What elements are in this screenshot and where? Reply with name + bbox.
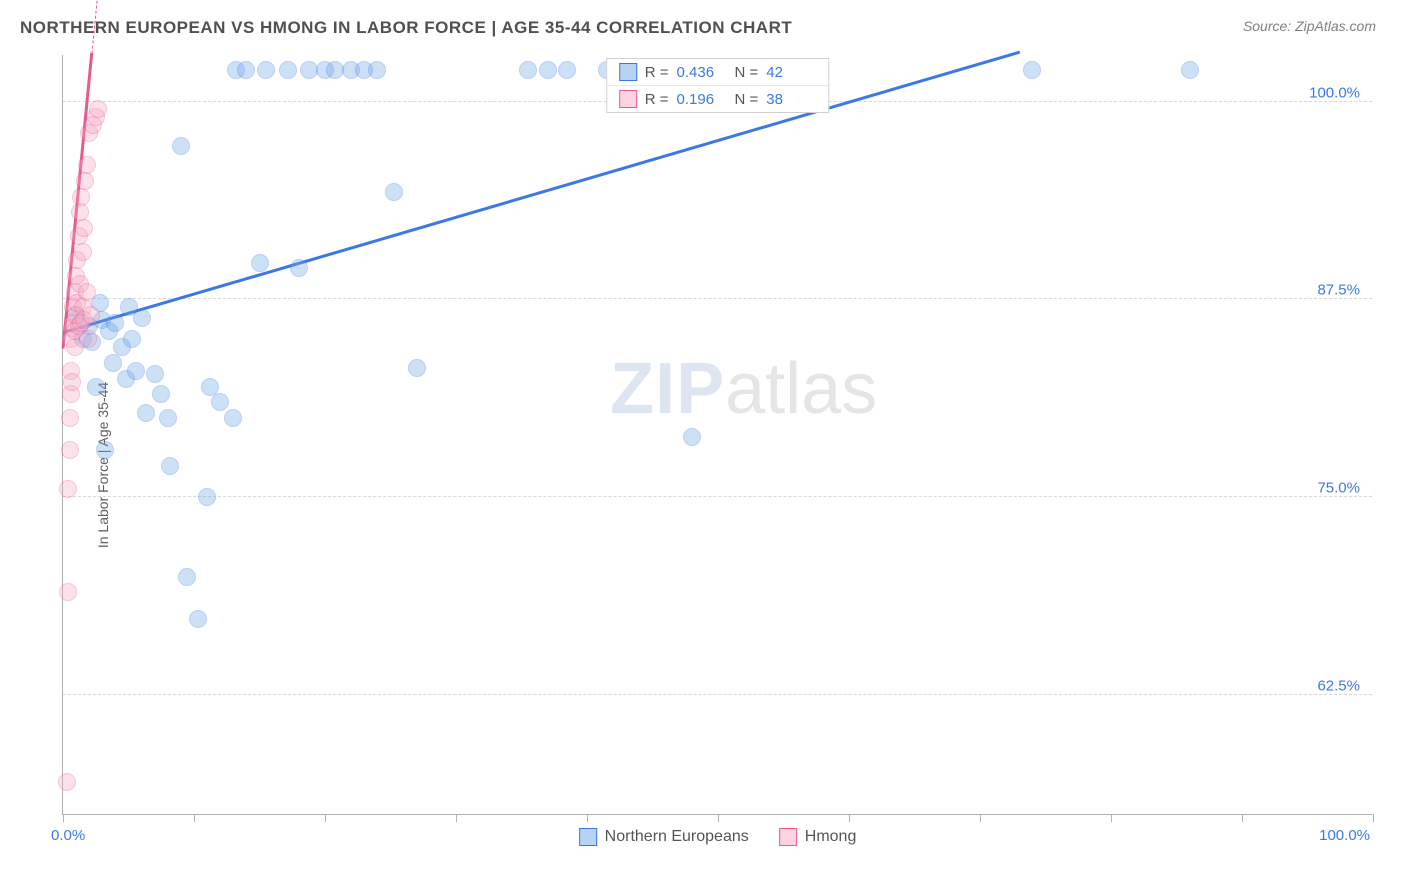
r-value-series2: 0.196 [677, 91, 727, 108]
data-point [189, 610, 207, 628]
data-point [558, 61, 576, 79]
y-tick-label: 87.5% [1317, 282, 1360, 299]
data-point [211, 393, 229, 411]
source-attribution: Source: ZipAtlas.com [1243, 18, 1376, 34]
y-tick-label: 62.5% [1317, 678, 1360, 695]
trend-line [63, 51, 1020, 334]
swatch-series1-bottom [579, 828, 597, 846]
data-point [74, 243, 92, 261]
y-tick-label: 100.0% [1309, 84, 1360, 101]
legend-label-series1: Northern Europeans [605, 828, 749, 846]
x-tick [456, 814, 457, 822]
data-point [89, 100, 107, 118]
data-point [75, 219, 93, 237]
data-point [72, 188, 90, 206]
legend-item-series2: Hmong [779, 828, 857, 846]
data-point [78, 156, 96, 174]
r-label: R = [645, 91, 669, 108]
r-value-series1: 0.436 [677, 64, 727, 81]
data-point [539, 61, 557, 79]
data-point [76, 172, 94, 190]
data-point [123, 330, 141, 348]
gridline [63, 298, 1372, 299]
data-point [385, 183, 403, 201]
data-point [161, 457, 179, 475]
data-point [96, 441, 114, 459]
data-point [1181, 61, 1199, 79]
data-point [237, 61, 255, 79]
data-point [257, 61, 275, 79]
r-label: R = [645, 64, 669, 81]
data-point [251, 254, 269, 272]
header: NORTHERN EUROPEAN VS HMONG IN LABOR FORC… [0, 0, 1406, 48]
data-point [58, 773, 76, 791]
legend-row-series2: R = 0.196 N = 38 [607, 85, 829, 112]
y-tick-label: 75.0% [1317, 480, 1360, 497]
x-tick [325, 814, 326, 822]
swatch-series1 [619, 63, 637, 81]
data-point [63, 373, 81, 391]
legend-label-series2: Hmong [805, 828, 857, 846]
gridline [63, 496, 1372, 497]
data-point [172, 137, 190, 155]
data-point [159, 409, 177, 427]
data-point [59, 480, 77, 498]
source-name: ZipAtlas.com [1295, 18, 1376, 34]
n-label: N = [735, 64, 759, 81]
x-tick [849, 814, 850, 822]
x-min-label: 0.0% [51, 827, 85, 844]
data-point [1023, 61, 1041, 79]
data-point [201, 378, 219, 396]
x-max-label: 100.0% [1319, 827, 1370, 844]
data-point [106, 314, 124, 332]
data-point [519, 61, 537, 79]
plot-area: ZIPatlas R = 0.436 N = 42 R = 0.196 N = … [62, 55, 1372, 815]
data-point [198, 488, 216, 506]
swatch-series2-bottom [779, 828, 797, 846]
watermark-part1: ZIP [610, 349, 725, 429]
x-tick [1242, 814, 1243, 822]
data-point [87, 378, 105, 396]
n-label: N = [735, 91, 759, 108]
data-point [133, 309, 151, 327]
chart-container: In Labor Force | Age 35-44 ZIPatlas R = … [20, 55, 1386, 875]
data-point [178, 568, 196, 586]
data-point [61, 441, 79, 459]
data-point [82, 306, 100, 324]
x-tick [587, 814, 588, 822]
chart-title: NORTHERN EUROPEAN VS HMONG IN LABOR FORC… [20, 18, 792, 38]
data-point [290, 259, 308, 277]
x-tick [63, 814, 64, 822]
data-point [146, 365, 164, 383]
data-point [104, 354, 122, 372]
x-tick [1111, 814, 1112, 822]
watermark: ZIPatlas [610, 348, 877, 430]
x-tick [718, 814, 719, 822]
data-point [408, 359, 426, 377]
watermark-part2: atlas [725, 349, 877, 429]
x-tick [980, 814, 981, 822]
gridline [63, 694, 1372, 695]
legend-correlation: R = 0.436 N = 42 R = 0.196 N = 38 [606, 58, 830, 113]
data-point [279, 61, 297, 79]
data-point [368, 61, 386, 79]
legend-item-series1: Northern Europeans [579, 828, 749, 846]
x-tick [194, 814, 195, 822]
data-point [127, 362, 145, 380]
n-value-series1: 42 [766, 64, 816, 81]
data-point [137, 404, 155, 422]
data-point [59, 583, 77, 601]
data-point [152, 385, 170, 403]
n-value-series2: 38 [766, 91, 816, 108]
data-point [61, 409, 79, 427]
x-tick [1373, 814, 1374, 822]
legend-row-series1: R = 0.436 N = 42 [607, 59, 829, 85]
source-prefix: Source: [1243, 18, 1295, 34]
swatch-series2 [619, 90, 637, 108]
data-point [224, 409, 242, 427]
legend-series: Northern Europeans Hmong [579, 828, 857, 846]
data-point [78, 283, 96, 301]
data-point [683, 428, 701, 446]
data-point [79, 330, 97, 348]
